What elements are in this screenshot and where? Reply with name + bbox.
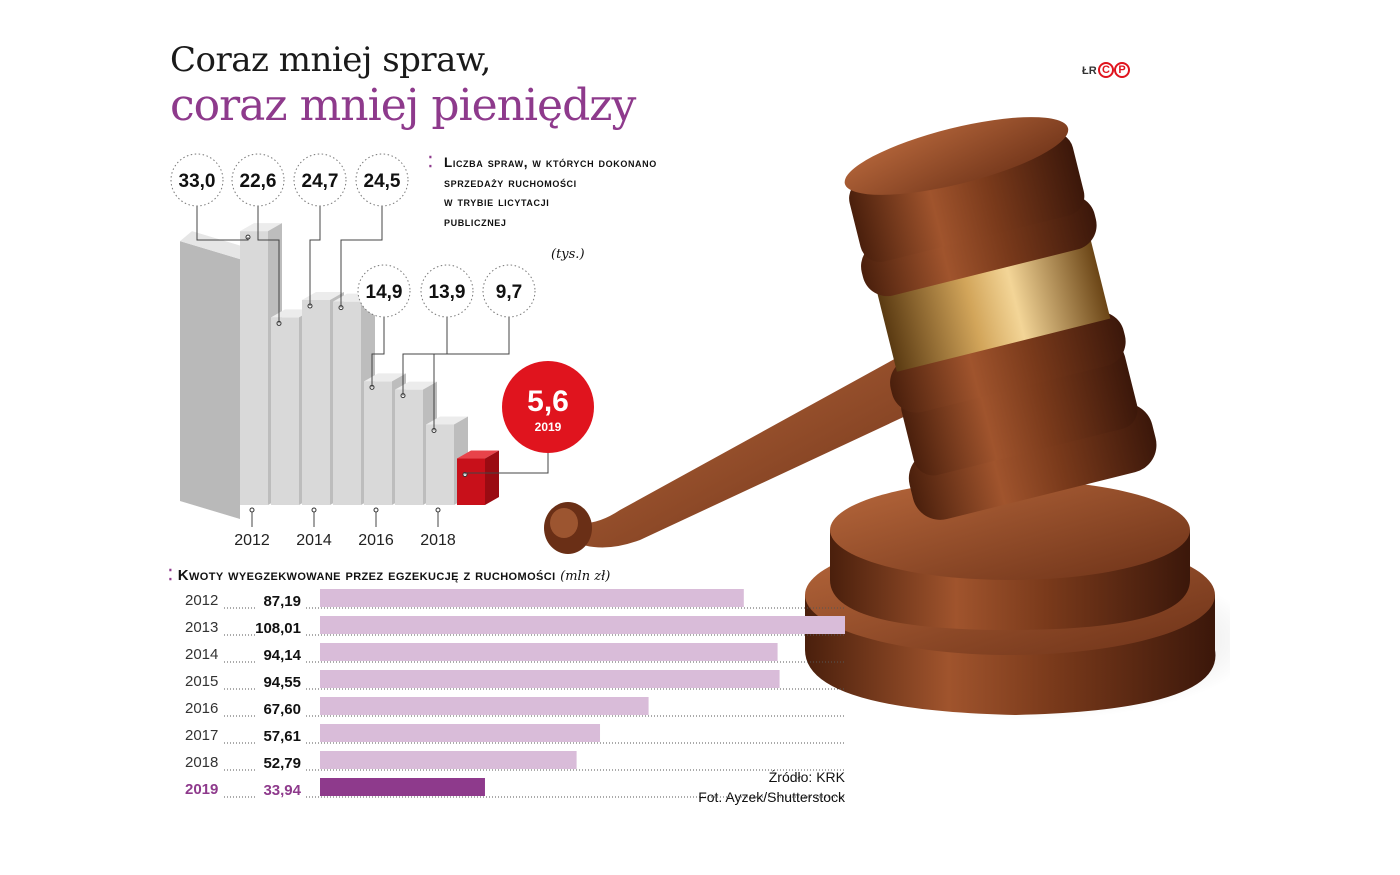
label-leader-line bbox=[340, 205, 383, 308]
value-bubble bbox=[293, 153, 347, 207]
logo-letter-p: P bbox=[1114, 62, 1130, 78]
source-text: Źródło: KRK bbox=[768, 769, 845, 785]
publisher-logo: C P bbox=[1098, 62, 1132, 80]
column-2017 bbox=[395, 389, 423, 505]
year-label-2014: 2014 bbox=[185, 646, 218, 663]
label-leader-line bbox=[402, 316, 448, 396]
author-initials: ŁR bbox=[1082, 65, 1097, 77]
label-leader-line bbox=[371, 316, 385, 388]
column-2018 bbox=[426, 424, 454, 505]
value-bubble bbox=[170, 153, 224, 207]
amount-label-2012: 87,19 bbox=[263, 593, 301, 610]
column-2014 bbox=[302, 299, 330, 505]
year-label-2019: 2019 bbox=[185, 781, 218, 798]
tick-label-2012: 2012 bbox=[234, 532, 270, 549]
chart1-heading-line-2: sprzedaży ruchomości bbox=[444, 174, 577, 190]
value-bubble bbox=[355, 153, 409, 207]
bar-2015 bbox=[320, 670, 780, 688]
title-line-1: Coraz mniej spraw, bbox=[170, 40, 491, 80]
amount-label-2014: 94,14 bbox=[263, 647, 301, 664]
label-leader-line bbox=[433, 316, 510, 431]
value-bubble bbox=[357, 264, 411, 318]
value-bubble bbox=[482, 264, 536, 318]
chart1-columns: 33,0 22,6 24,7 24,5 14,9 13,9 9,7 5,6 2019 2012 20… bbox=[170, 153, 594, 549]
sources: Źródło: KRK Fot. Ayzek/Shutterstock bbox=[620, 767, 845, 807]
column-2013 bbox=[271, 317, 299, 505]
gavel-handle bbox=[565, 345, 940, 548]
value-bubble bbox=[420, 264, 474, 318]
chart1-heading-line-4: publicznej bbox=[444, 213, 507, 229]
bar-2017 bbox=[320, 724, 601, 742]
tick-label-2014: 2014 bbox=[296, 532, 332, 549]
year-label-2013: 2013 bbox=[185, 619, 218, 636]
value-bubble-highlight bbox=[502, 361, 594, 453]
year-label-2015: 2015 bbox=[185, 673, 218, 690]
dots-bullet-icon: ⁚ bbox=[168, 567, 174, 584]
bar-2019 bbox=[320, 778, 485, 796]
chart1-unit: (tys.) bbox=[551, 247, 585, 262]
label-leader-line bbox=[257, 205, 280, 324]
amount-label-2015: 94,55 bbox=[263, 674, 301, 691]
handle-end-highlight bbox=[550, 508, 578, 538]
chart1-heading-line-1: Liczba spraw, w których dokonano bbox=[444, 155, 657, 170]
tick-dot bbox=[435, 507, 441, 513]
value-label-2017: 13,9 bbox=[429, 282, 466, 303]
head-brass-band bbox=[872, 221, 1111, 372]
year-label-2012: 2012 bbox=[185, 592, 218, 609]
gavel-photo bbox=[544, 117, 1230, 720]
chart2-bars: 2012 87,19 2013 108,01 2014 94,14 2015 94,55 201… bbox=[185, 589, 845, 799]
label-leader-line bbox=[309, 205, 321, 306]
bar-2016 bbox=[320, 697, 649, 715]
tick-label-2018: 2018 bbox=[420, 532, 456, 549]
value-label-2016: 14,9 bbox=[366, 282, 403, 303]
bar-2014 bbox=[320, 643, 778, 661]
column-2012 bbox=[240, 231, 268, 505]
year-label-2016: 2016 bbox=[185, 700, 218, 717]
chart2-heading: ⁚ Kwoty wyegzekwowane przez egzekucję z … bbox=[168, 566, 610, 584]
amount-label-2017: 57,61 bbox=[263, 728, 301, 745]
title-line-2: coraz mniej pieniędzy bbox=[170, 80, 636, 131]
tick-dot bbox=[311, 507, 317, 513]
chart2-unit: (mln zł) bbox=[560, 569, 611, 584]
photo-credit: Fot. Ayzek/Shutterstock bbox=[698, 789, 845, 805]
logo-letter-c: C bbox=[1098, 62, 1114, 78]
chart1-heading-line-3: w trybie licytacji bbox=[444, 194, 550, 209]
column-side-2019 bbox=[485, 450, 499, 505]
amount-label-2016: 67,60 bbox=[263, 701, 301, 718]
column-2015 bbox=[333, 301, 361, 505]
amount-label-2013: 108,01 bbox=[255, 620, 301, 637]
value-label-2019: 5,6 bbox=[527, 385, 569, 418]
tick-dot bbox=[249, 507, 255, 513]
bar-2013 bbox=[320, 616, 845, 634]
head-top-face bbox=[844, 117, 1069, 195]
column-depth-top bbox=[180, 231, 252, 260]
chart1-heading: ⁚ Liczba spraw, w których dokonano sprze… bbox=[428, 153, 758, 231]
dots-bullet-icon: ⁚ bbox=[428, 154, 434, 171]
year-label-2017: 2017 bbox=[185, 727, 218, 744]
gavel-head bbox=[844, 117, 1157, 520]
label-leader-line bbox=[464, 452, 549, 475]
value-label-2013: 22,6 bbox=[240, 171, 277, 192]
highlight-year-label: 2019 bbox=[535, 420, 562, 434]
head-lower-ring bbox=[890, 311, 1126, 413]
value-label-2012: 33,0 bbox=[179, 171, 216, 192]
tick-label-2016: 2016 bbox=[358, 532, 394, 549]
value-label-2015: 24,5 bbox=[364, 171, 401, 192]
value-bubble bbox=[231, 153, 285, 207]
bar-2018 bbox=[320, 751, 577, 769]
head-lower-body bbox=[901, 340, 1138, 476]
column-depth-face bbox=[180, 241, 240, 519]
value-label-2014: 24,7 bbox=[302, 171, 339, 192]
year-label-2018: 2018 bbox=[185, 754, 218, 771]
tick-dot bbox=[373, 507, 379, 513]
chart2-heading-text: Kwoty wyegzekwowane przez egzekucję z ru… bbox=[177, 567, 556, 584]
value-label-2018: 9,7 bbox=[496, 282, 522, 303]
head-upper-body bbox=[849, 132, 1085, 263]
label-leader-line bbox=[196, 205, 249, 241]
amount-label-2018: 52,79 bbox=[263, 755, 301, 772]
column-2019 bbox=[457, 458, 485, 505]
column-2016 bbox=[364, 381, 392, 505]
bar-2012 bbox=[320, 589, 744, 607]
amount-label-2019: 33,94 bbox=[263, 782, 301, 799]
